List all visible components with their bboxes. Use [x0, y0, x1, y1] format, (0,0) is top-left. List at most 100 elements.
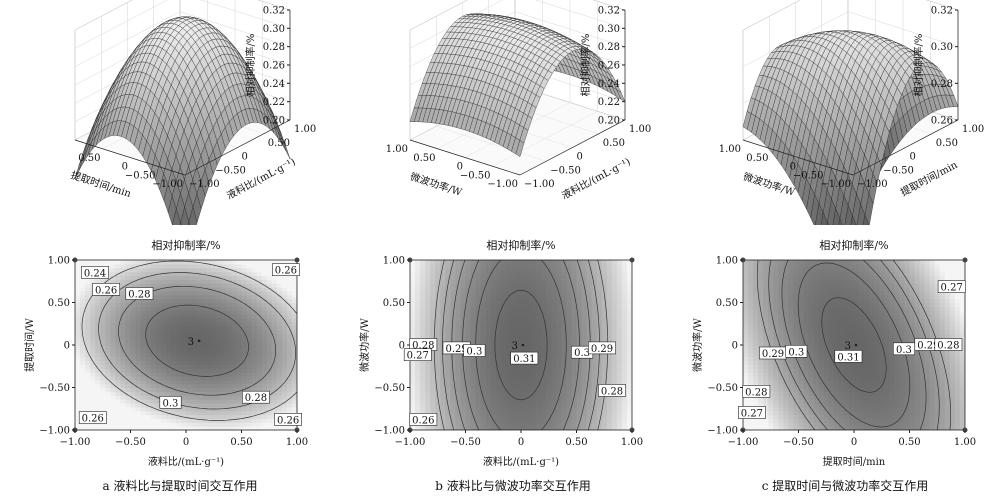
heat-cell [445, 383, 451, 389]
heat-cell [231, 352, 238, 358]
heat-cell [221, 267, 227, 273]
heat-cell [460, 310, 467, 315]
heat-cell [410, 263, 416, 269]
heat-cell [281, 325, 288, 331]
heat-cell [95, 375, 101, 381]
heat-cell [105, 414, 111, 420]
heat-cell [206, 422, 212, 427]
heat-cell [130, 325, 137, 331]
heat-cell [286, 379, 293, 385]
heat-cell [115, 317, 122, 323]
heat-cell [415, 372, 421, 377]
heat-cell [291, 321, 297, 327]
heat-cell [170, 387, 177, 392]
heat-cell [256, 348, 263, 354]
heat-cell [455, 329, 462, 335]
heat-cell [246, 302, 253, 307]
heat-cell [420, 333, 426, 338]
heat-cell [191, 379, 197, 385]
heat-cell [191, 279, 197, 284]
heat-cell [160, 333, 167, 338]
heat-cell [445, 372, 451, 377]
heat-cell [95, 395, 101, 400]
heat-cell [120, 372, 127, 377]
heat-cell [246, 287, 253, 292]
heat-cell [100, 294, 106, 300]
heat-cell [191, 329, 197, 335]
heat-cell [196, 410, 202, 416]
heat-cell [475, 364, 482, 369]
heat-cell [175, 410, 182, 416]
heat-cell [256, 329, 263, 335]
z-tick-label: 0.32 [263, 6, 285, 17]
heat-cell [211, 422, 217, 427]
heat-cell [251, 294, 258, 300]
heat-cell [115, 418, 122, 423]
heat-cell [160, 368, 167, 373]
heat-cell [170, 314, 177, 319]
heat-cell [281, 364, 288, 369]
z-tick-label: 0.22 [263, 97, 285, 108]
heat-cell [246, 279, 253, 284]
heat-cell [450, 399, 457, 404]
heat-cell [165, 294, 172, 300]
heat-cell [470, 383, 477, 389]
heat-cell [425, 395, 431, 400]
heat-cell [155, 360, 162, 365]
heat-cell [120, 290, 127, 296]
heat-cell [80, 356, 86, 362]
heat-cell [125, 422, 132, 427]
heat-cell [251, 333, 258, 338]
heat-cell [165, 283, 172, 288]
heat-cell [281, 294, 288, 300]
heat-cell [465, 298, 472, 304]
heat-cell [130, 356, 137, 362]
heat-cell [191, 294, 197, 300]
heat-cell [221, 263, 227, 269]
heat-cell [100, 260, 106, 265]
heat-cell [490, 260, 497, 265]
heat-cell [201, 317, 207, 323]
heat-cell [155, 422, 162, 427]
heat-cell [500, 410, 507, 416]
heat-cell [186, 271, 192, 277]
heat-cell [85, 333, 91, 338]
heat-cell [201, 426, 207, 430]
surface-mesh [74, 16, 291, 270]
heat-cell [241, 260, 248, 265]
heat-cell [490, 406, 497, 412]
heat-cell [445, 279, 451, 284]
heat-cell [180, 402, 187, 408]
heat-cell [435, 352, 441, 358]
heat-cell [246, 325, 253, 331]
heat-cell [425, 314, 431, 319]
heat-cell [480, 426, 487, 430]
heat-cell [276, 302, 283, 307]
heat-cell [216, 317, 222, 323]
heat-cell [170, 271, 177, 277]
heat-cell [231, 391, 238, 396]
heat-cell [110, 298, 116, 304]
heat-cell [236, 302, 243, 307]
heat-cell [415, 275, 421, 280]
heat-cell [480, 383, 487, 389]
contour-plot-a: −1.00 −0.50 0 0.50 1.00 1.00 0.50 0 −0.50 −1.00 相对… [0, 235, 330, 473]
heat-cell [470, 391, 477, 396]
heat-cell [160, 337, 167, 342]
heat-cell [140, 372, 147, 377]
heat-cell [226, 345, 233, 350]
heat-cell [100, 426, 106, 430]
heat-cell [425, 387, 431, 392]
heat-cell [490, 402, 497, 408]
heat-cell [490, 314, 497, 319]
heat-cell [105, 410, 111, 416]
heat-cell [180, 352, 187, 358]
heat-cell [281, 310, 288, 315]
heat-cell [256, 341, 263, 346]
heat-cell [266, 325, 273, 331]
heat-cell [186, 298, 192, 304]
heat-cell [475, 360, 482, 365]
heat-cell [155, 302, 162, 307]
heat-cell [480, 368, 487, 373]
heat-cell [155, 283, 162, 288]
